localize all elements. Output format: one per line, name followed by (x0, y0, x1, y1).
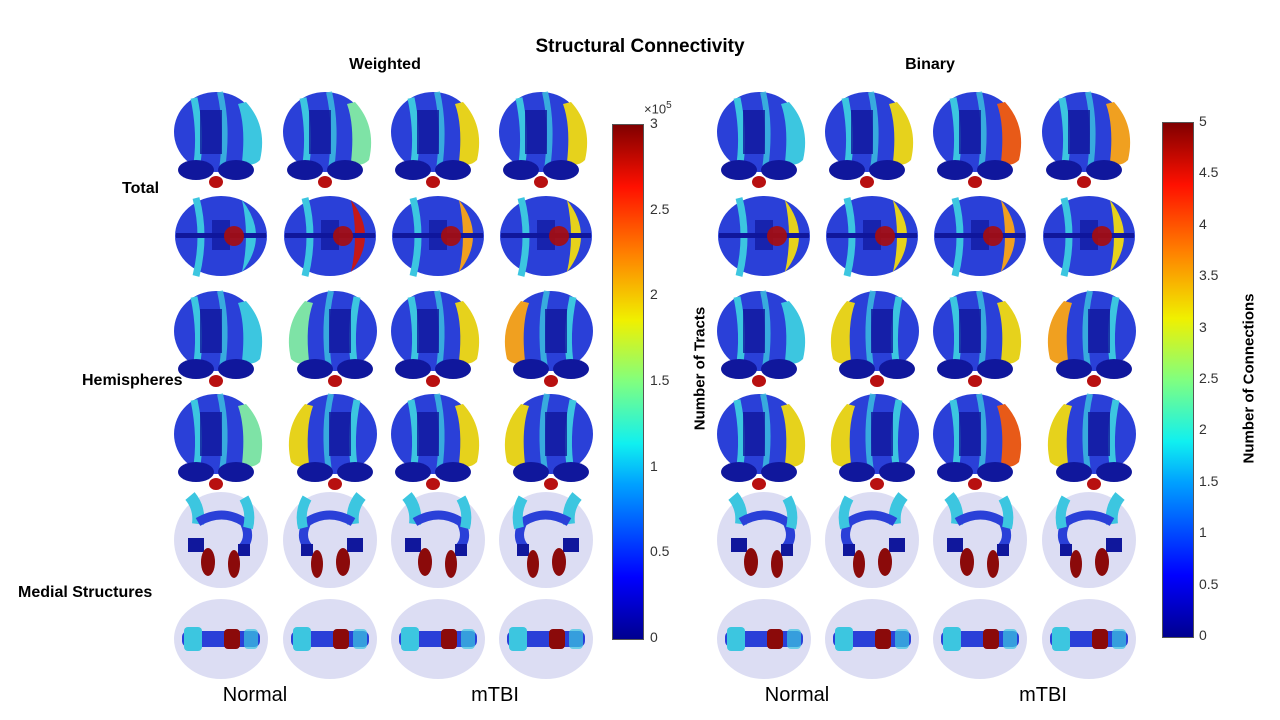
row-label-total: Total (122, 180, 160, 197)
brain-render-r6-c4 (497, 595, 595, 683)
brain-render-r6-c7 (931, 595, 1029, 683)
brain-render-r3-c5 (715, 285, 813, 387)
brain-render-r1-c4 (497, 86, 595, 190)
colorbar-tick-label: 0 (650, 629, 658, 645)
brain-render-r6-c1 (172, 595, 270, 683)
brain-render-r3-c4 (497, 285, 595, 387)
brain-render-r4-c4 (497, 388, 595, 490)
brain-render-r2-c7 (931, 190, 1029, 282)
brain-render-r2-c3 (389, 190, 487, 282)
brain-render-r4-c8 (1040, 388, 1138, 490)
colorbar-tick-label: 0.5 (650, 543, 670, 560)
brain-render-r5-c3 (389, 488, 487, 593)
brain-render-r2-c5 (715, 190, 813, 282)
brain-render-r6-c8 (1040, 595, 1138, 683)
colorbar-tick-label: 1 (1199, 524, 1207, 541)
brain-render-r4-c7 (931, 388, 1029, 490)
row-label-hemispheres: Hemispheres (82, 372, 183, 389)
brain-render-r2-c6 (823, 190, 921, 282)
brain-render-r2-c4 (497, 190, 595, 282)
colorbar-tick-label: 4.5 (1199, 164, 1219, 181)
brain-render-r6-c3 (389, 595, 487, 683)
colorbar-tick-label: 3 (1199, 318, 1207, 335)
weighted-colorbar (612, 124, 644, 640)
colorbar-tick-label: 0.5 (1199, 575, 1219, 592)
colorbar-tick-label: 5 (1199, 113, 1207, 129)
brain-render-r5-c4 (497, 488, 595, 593)
colorbar-tick-label: 4 (1199, 215, 1207, 232)
colorbar-tick-label: 1 (650, 457, 658, 474)
brain-render-r3-c7 (931, 285, 1029, 387)
weighted-subtitle: Weighted (349, 56, 421, 73)
brain-render-r5-c1 (172, 488, 270, 593)
brain-render-r4-c3 (389, 388, 487, 490)
brain-render-r5-c2 (281, 488, 379, 593)
left-group-mtbi: mTBI (471, 684, 519, 706)
right-group-mtbi: mTBI (1019, 684, 1067, 706)
colorbar-tick-label: 1.5 (650, 372, 670, 388)
brain-render-r1-c5 (715, 86, 813, 190)
brain-render-r4-c5 (715, 388, 813, 490)
colorbar-tick-label: 2 (650, 286, 658, 303)
brain-render-r2-c8 (1040, 190, 1138, 282)
colorbar-tick-label: 1.5 (1199, 472, 1219, 489)
colorbar-tick-label: 2.5 (650, 200, 670, 217)
brain-render-r4-c2 (281, 388, 379, 490)
binary-subtitle: Binary (905, 56, 955, 73)
brain-render-r6-c2 (281, 595, 379, 683)
brain-render-r5-c8 (1040, 488, 1138, 593)
brain-render-r4-c1 (172, 388, 270, 490)
row-label-medial-structures: Medial Structures (18, 584, 153, 601)
brain-render-r3-c2 (281, 285, 379, 387)
brain-render-r3-c6 (823, 285, 921, 387)
brain-render-r2-c2 (281, 190, 379, 282)
binary-colorbar-label: Number of Connections (1240, 293, 1258, 464)
binary-colorbar (1162, 122, 1194, 638)
colorbar-tick-label: 3.5 (1199, 267, 1219, 284)
brain-render-r2-c1 (172, 190, 270, 282)
colorbar-tick-label: 2 (1199, 421, 1207, 438)
colorbar-tick-label: 0 (1199, 627, 1207, 643)
weighted-colorbar-label: Number of Tracts (691, 306, 709, 431)
left-group-normal: Normal (222, 684, 288, 706)
brain-render-r5-c6 (823, 488, 921, 593)
brain-render-r3-c3 (389, 285, 487, 387)
colorbar-tick-label: 2.5 (1199, 370, 1219, 386)
brain-render-r1-c3 (389, 86, 487, 190)
right-group-normal: Normal (764, 684, 830, 706)
brain-render-r1-c2 (281, 86, 379, 190)
brain-render-r5-c5 (715, 488, 813, 593)
colorbar-tick-label: 3 (650, 115, 658, 131)
brain-render-r6-c6 (823, 595, 921, 683)
brain-render-r1-c1 (172, 86, 270, 190)
brain-render-r5-c7 (931, 488, 1029, 593)
brain-render-r1-c6 (823, 86, 921, 190)
brain-render-r1-c8 (1040, 86, 1138, 190)
brain-render-r1-c7 (931, 86, 1029, 190)
brain-render-r3-c1 (172, 285, 270, 387)
brain-render-r6-c5 (715, 595, 813, 683)
brain-render-r4-c6 (823, 388, 921, 490)
brain-render-r3-c8 (1040, 285, 1138, 387)
figure-title: Structural Connectivity (535, 36, 745, 57)
weighted-colorbar-exponent: ×105 (644, 100, 672, 117)
